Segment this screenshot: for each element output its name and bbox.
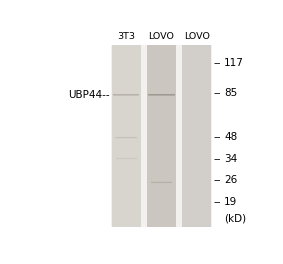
Text: 117: 117	[224, 58, 244, 68]
Text: LOVO: LOVO	[184, 32, 209, 41]
Text: --: --	[213, 58, 220, 68]
Text: 85: 85	[224, 88, 237, 98]
Text: 26: 26	[224, 176, 237, 185]
Text: 19: 19	[224, 197, 237, 207]
Text: --: --	[213, 197, 220, 207]
Text: --: --	[213, 88, 220, 98]
Text: 48: 48	[224, 132, 237, 142]
Text: (kD): (kD)	[224, 214, 246, 224]
Bar	[147, 45, 176, 227]
Text: UBP44--: UBP44--	[68, 90, 110, 100]
Bar	[111, 45, 212, 227]
Text: --: --	[213, 176, 220, 185]
Text: 34: 34	[224, 154, 237, 164]
Bar	[112, 45, 141, 227]
Text: --: --	[213, 154, 220, 164]
Text: 3T3: 3T3	[117, 32, 135, 41]
Text: --: --	[213, 132, 220, 142]
Text: LOVO: LOVO	[149, 32, 174, 41]
Bar	[182, 45, 211, 227]
